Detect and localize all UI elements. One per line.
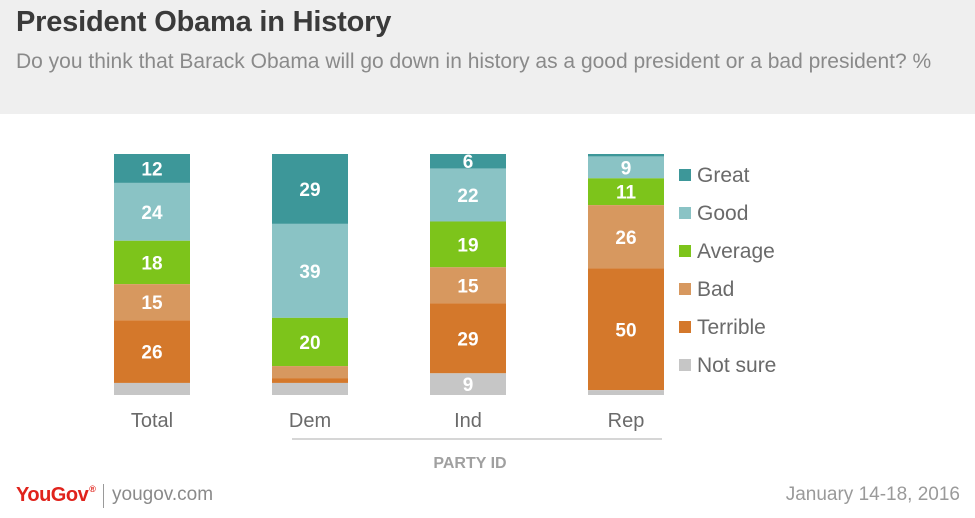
category-label-total: Total xyxy=(131,410,173,432)
data-label-rep-average: 11 xyxy=(616,183,637,204)
category-label-dem: Dem xyxy=(289,410,331,432)
data-label-ind-terrible: 29 xyxy=(457,329,478,350)
data-label-rep-good: 9 xyxy=(621,158,632,179)
legend-swatch-good xyxy=(679,207,691,219)
bar-dem-average xyxy=(272,317,348,367)
data-label-rep-bad: 26 xyxy=(615,228,636,249)
bar-rep-great xyxy=(588,154,664,157)
chart-subtitle: Do you think that Barack Obama will go d… xyxy=(16,50,932,73)
data-label-dem-great: 29 xyxy=(299,180,320,201)
data-label-total-terrible: 26 xyxy=(141,343,162,364)
legend-label-not-sure: Not sure xyxy=(697,354,776,377)
data-label-total-bad: 15 xyxy=(141,293,163,314)
data-label-total-great: 12 xyxy=(141,159,162,180)
group-label: PARTY ID xyxy=(433,455,506,472)
bar-dem-good xyxy=(272,223,348,318)
data-label-ind-average: 19 xyxy=(457,235,478,256)
legend-label-bad: Bad xyxy=(697,278,734,301)
bar-dem-terrible xyxy=(272,378,348,383)
yougov-logo: YouGov® xyxy=(16,484,96,506)
bar-total-good xyxy=(114,182,190,241)
data-label-dem-good: 39 xyxy=(299,262,320,283)
stacked-bar-chart: 12 24 18 15 26 Total 29 39 20 Dem 6 22 19 15 29 9 Ind 9 11… xyxy=(114,152,776,472)
bar-ind-bad xyxy=(430,267,506,304)
legend-swatch-great xyxy=(679,169,691,181)
bar-rep-good xyxy=(588,156,664,179)
data-label-total-good: 24 xyxy=(141,203,163,224)
bar-rep-terrible xyxy=(588,268,664,391)
bar-ind-terrible xyxy=(430,303,506,374)
data-label-total-average: 18 xyxy=(141,253,162,274)
bar-ind-good xyxy=(430,168,506,222)
data-label-ind-great: 6 xyxy=(463,152,474,173)
data-label-rep-terrible: 50 xyxy=(615,320,636,341)
bar-rep-average xyxy=(588,178,664,206)
footer-divider xyxy=(103,484,104,508)
footer-url: yougov.com xyxy=(112,484,214,505)
bar-rep-bad xyxy=(588,205,664,269)
bar-total-average xyxy=(114,240,190,285)
data-label-dem-average: 20 xyxy=(299,333,320,354)
legend-label-average: Average xyxy=(697,240,775,263)
legend-label-terrible: Terrible xyxy=(697,316,766,339)
legend-label-great: Great xyxy=(697,164,750,187)
bar-total-great xyxy=(114,154,190,183)
category-label-ind: Ind xyxy=(454,410,482,432)
legend-label-good: Good xyxy=(697,202,748,225)
bar-ind-not-sure xyxy=(430,373,506,395)
bar-total-bad xyxy=(114,284,190,321)
survey-date: January 14-18, 2016 xyxy=(785,484,960,505)
legend-swatch-bad xyxy=(679,283,691,295)
data-label-ind-not-sure: 9 xyxy=(463,375,474,396)
chart-header: President Obama in History Do you think … xyxy=(0,0,975,114)
data-label-ind-bad: 15 xyxy=(457,276,479,297)
bar-total-terrible xyxy=(114,320,190,383)
bar-ind-great xyxy=(430,154,506,169)
bar-dem-not-sure xyxy=(272,382,348,395)
legend-swatch-average xyxy=(679,245,691,257)
category-label-rep: Rep xyxy=(608,410,645,432)
bar-rep-not-sure xyxy=(588,390,664,395)
bar-dem-great xyxy=(272,154,348,224)
bar-dem-bad xyxy=(272,366,348,379)
legend-swatch-terrible xyxy=(679,321,691,333)
legend-swatch-not-sure xyxy=(679,359,691,371)
chart-title: President Obama in History xyxy=(16,6,392,38)
data-label-ind-good: 22 xyxy=(457,186,478,207)
bar-total-not-sure xyxy=(114,382,190,395)
bar-ind-average xyxy=(430,221,506,268)
